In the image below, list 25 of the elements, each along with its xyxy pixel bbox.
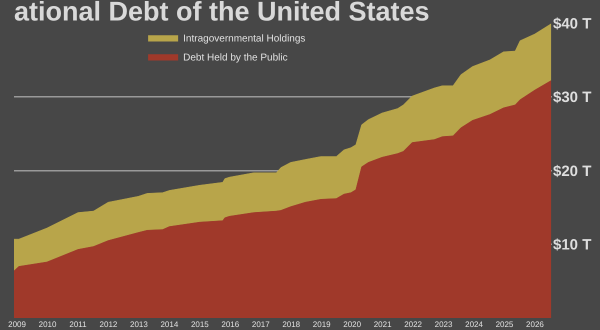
legend-label: Debt Held by the Public <box>183 52 288 64</box>
legend-label: Intragovernmental Holdings <box>183 33 306 44</box>
x-tick-label: 2009 <box>8 320 26 329</box>
x-tick-label: 2021 <box>374 320 392 329</box>
x-tick-label: 2015 <box>190 320 210 329</box>
y-tick-label: $10 T <box>553 236 592 254</box>
y-tick-label: $20 T <box>553 162 592 180</box>
x-tick-label: 2010 <box>38 320 57 329</box>
x-tick-label: 2012 <box>100 320 118 329</box>
x-tick-label: 2014 <box>160 320 179 329</box>
y-tick-label: $40 T <box>553 15 592 32</box>
x-tick-label: 2017 <box>252 320 270 329</box>
x-tick-label: 2018 <box>282 320 301 329</box>
x-tick-label: 2016 <box>221 320 240 329</box>
x-tick-label: 2019 <box>312 320 332 329</box>
x-tick-label: 2026 <box>526 320 544 329</box>
x-tick-label: 2011 <box>69 320 88 329</box>
x-tick-label: 2020 <box>343 320 362 329</box>
chart-title: ational Debt of the United States <box>14 0 430 27</box>
x-tick-label: 2013 <box>130 320 148 329</box>
y-tick-label: $30 T <box>553 89 592 106</box>
x-tick-label: 2025 <box>496 320 514 329</box>
x-tick-label: 2024 <box>465 320 484 329</box>
x-tick-label: 2023 <box>434 320 453 329</box>
x-tick-label: 2022 <box>404 320 423 329</box>
